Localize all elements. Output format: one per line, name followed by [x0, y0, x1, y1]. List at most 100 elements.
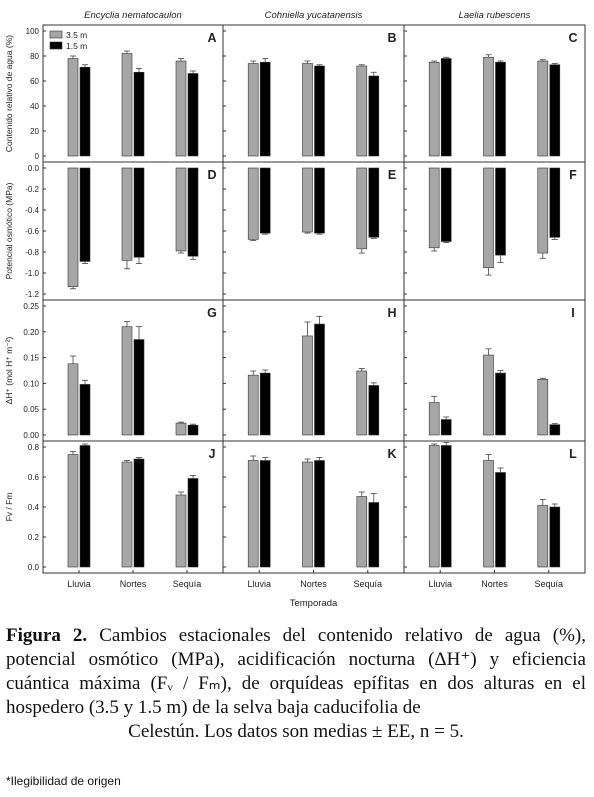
legend — [49, 30, 63, 50]
legend-swatch — [49, 41, 63, 50]
bar-H-3-5m-nortes — [302, 335, 313, 436]
bar-L-3-5m-nortes — [483, 460, 494, 568]
panel-letter: E — [388, 168, 396, 182]
y-tick-label: 80 — [30, 52, 39, 61]
bar-A-1-5m-lluvia — [79, 66, 91, 157]
bar-H-3-5m-lluvia — [247, 374, 259, 436]
bar-E-3-5m-sequa — [356, 167, 368, 250]
bar-G-1-5m-lluvia — [79, 384, 91, 436]
figure-panels: Encyclia nematocaulon Cohniella yucatanen… — [4, 10, 586, 609]
bar-K-3-5m-sequa — [356, 496, 368, 568]
bar-L-1-5m-nortes — [495, 472, 506, 568]
bar-A-1-5m-nortes — [133, 71, 145, 157]
bar-H-1-5m-sequa — [368, 385, 380, 436]
y-tick-label: 0.25 — [23, 302, 39, 311]
y-tick-label: 60 — [30, 77, 39, 86]
y-axis-label: Potencial osmótico (MPa) — [4, 182, 14, 279]
panel-letter: G — [207, 306, 217, 320]
bar-J-3-5m-sequa — [175, 494, 187, 568]
y-tick-label: 40 — [30, 102, 39, 111]
x-axis-label: Temporada — [290, 598, 338, 609]
y-tick-label: 0.0 — [28, 563, 40, 572]
bar-J-1-5m-sequa — [187, 478, 199, 568]
bar-E-3-5m-lluvia — [247, 167, 259, 240]
bar-A-3-5m-sequa — [175, 60, 187, 157]
bar-D-1-5m-nortes — [133, 167, 145, 258]
bar-I-3-5m-lluvia — [428, 402, 440, 436]
panel-letter: I — [571, 306, 574, 320]
bar-I-1-5m-sequa — [549, 424, 561, 436]
x-tick-label: Lluvia — [247, 579, 271, 589]
bar-G-3-5m-nortes — [121, 326, 133, 436]
bar-J-1-5m-lluvia — [79, 445, 91, 568]
footnote: *Ilegibilidad de origen — [6, 774, 121, 788]
bar-B-1-5m-nortes — [314, 65, 325, 157]
y-axis-label: ΔH⁺ (mol H⁺ m⁻²) — [4, 336, 14, 404]
x-tick-label: Lluvia — [67, 579, 91, 589]
bar-J-3-5m-lluvia — [67, 454, 79, 568]
y-tick-label: 0.20 — [23, 328, 39, 337]
bar-G-3-5m-lluvia — [67, 363, 79, 436]
bar-F-1-5m-sequa — [549, 167, 561, 238]
y-tick-label: -0.8 — [25, 248, 39, 257]
legend-swatch — [49, 30, 63, 39]
bar-G-1-5m-nortes — [133, 339, 145, 436]
x-tick-label: Sequía — [354, 579, 383, 589]
bar-C-1-5m-sequa — [549, 64, 561, 157]
x-tick-label: Lluvia — [428, 579, 452, 589]
panel-letter: J — [209, 447, 216, 461]
y-tick-label: 0.15 — [23, 354, 39, 363]
bar-I-1-5m-lluvia — [440, 419, 452, 436]
bar-H-1-5m-lluvia — [259, 372, 271, 436]
y-tick-label: 0 — [35, 152, 40, 161]
panel-letter: H — [387, 306, 396, 320]
bar-F-3-5m-lluvia — [428, 167, 440, 249]
x-tick-label: Nortes — [120, 579, 147, 589]
bar-B-1-5m-sequa — [368, 75, 380, 157]
species-title: Cohniella yucatanensis — [265, 10, 363, 21]
bar-A-3-5m-nortes — [121, 53, 133, 157]
figure-caption: Figura 2. Cambios estacionales del conte… — [6, 624, 586, 744]
bar-L-3-5m-sequa — [537, 505, 549, 568]
y-tick-label: -0.4 — [25, 206, 39, 215]
y-axis-label: Fv / Fm — [4, 493, 14, 522]
bar-E-1-5m-nortes — [314, 167, 325, 234]
panel-letter: L — [569, 447, 577, 461]
y-tick-label: 0.6 — [28, 473, 40, 482]
legend-label: 1.5 m — [66, 41, 87, 51]
bar-I-3-5m-sequa — [537, 378, 549, 436]
bar-E-3-5m-nortes — [302, 167, 313, 233]
bar-D-3-5m-sequa — [175, 167, 187, 252]
panel-letter: K — [387, 447, 396, 461]
bar-D-1-5m-lluvia — [79, 167, 91, 262]
panel-letter: B — [387, 31, 396, 45]
bar-I-1-5m-nortes — [495, 372, 506, 436]
bar-F-3-5m-nortes — [483, 167, 494, 269]
bar-A-3-5m-lluvia — [67, 58, 79, 157]
bar-J-3-5m-nortes — [121, 461, 133, 568]
bar-E-1-5m-sequa — [368, 167, 380, 238]
panel-letter: C — [568, 31, 577, 45]
bar-C-3-5m-lluvia — [428, 61, 440, 157]
bar-D-3-5m-nortes — [121, 167, 133, 261]
legend-label: 3.5 m — [66, 30, 87, 40]
bar-D-3-5m-lluvia — [67, 167, 79, 287]
panel-letter: A — [207, 31, 216, 45]
y-tick-label: -0.2 — [25, 185, 39, 194]
bar-K-3-5m-nortes — [302, 461, 313, 568]
y-tick-label: 0.8 — [28, 443, 40, 452]
bar-G-3-5m-sequa — [175, 422, 187, 436]
bar-B-3-5m-nortes — [302, 63, 313, 157]
caption-text: Cambios estacionales del contenido relat… — [6, 625, 587, 718]
y-tick-label: 0.0 — [28, 164, 40, 173]
bar-K-1-5m-sequa — [368, 502, 380, 568]
bar-C-1-5m-nortes — [495, 61, 506, 157]
bar-F-3-5m-sequa — [537, 167, 549, 254]
y-tick-label: 0.05 — [23, 405, 39, 414]
bar-K-1-5m-lluvia — [259, 460, 271, 568]
y-tick-label: -1.0 — [25, 269, 39, 278]
species-title: Encyclia nematocaulon — [84, 10, 182, 21]
bar-L-3-5m-lluvia — [428, 445, 440, 568]
bar-B-3-5m-sequa — [356, 65, 368, 157]
bar-I-3-5m-nortes — [483, 354, 494, 436]
